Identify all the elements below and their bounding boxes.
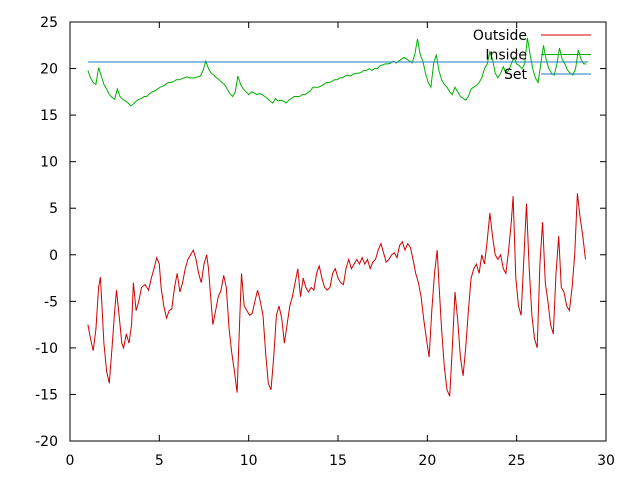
y-tick-label: 15 xyxy=(40,108,58,124)
axis-ticks: 0 5 10 15 20 25 30 -20 -15 -10 -5 0 5 10 15 20 25 xyxy=(35,15,615,469)
x-tick-label: 15 xyxy=(329,453,347,469)
x-tick-label: 5 xyxy=(155,453,164,469)
legend-label: Inside xyxy=(485,48,527,64)
y-tick-label: 0 xyxy=(49,248,58,264)
legend: Outside Inside Set xyxy=(473,28,591,83)
legend-label: Outside xyxy=(473,28,527,44)
series-line-outside xyxy=(87,193,586,397)
x-tick-label: 0 xyxy=(66,453,75,469)
x-tick-label: 30 xyxy=(597,453,615,469)
series-lines xyxy=(87,37,589,397)
x-tick-label: 25 xyxy=(508,453,526,469)
y-tick-label: -10 xyxy=(35,341,58,357)
series-line-inside xyxy=(87,37,587,107)
y-tick-label: 5 xyxy=(49,201,58,217)
legend-label: Set xyxy=(504,67,528,83)
x-tick-label: 10 xyxy=(240,453,258,469)
y-tick-label: 10 xyxy=(40,155,58,171)
y-tick-label: 25 xyxy=(40,15,58,31)
y-tick-label: -5 xyxy=(44,294,58,310)
y-tick-label: -20 xyxy=(35,434,58,450)
y-tick-label: -15 xyxy=(35,387,58,403)
y-tick-label: 20 xyxy=(40,62,58,78)
x-tick-label: 20 xyxy=(418,453,436,469)
